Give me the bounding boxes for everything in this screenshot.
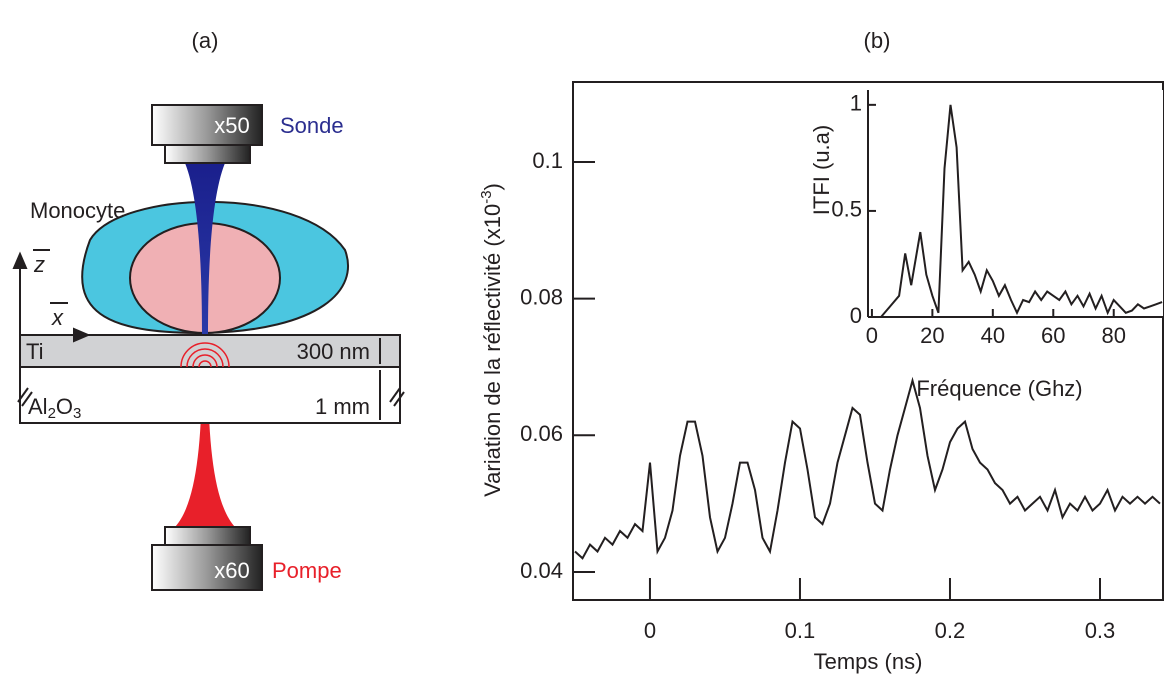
- x-tick-label: 40: [981, 323, 1005, 348]
- superscript: -3: [478, 190, 495, 203]
- x-tick-label: 80: [1101, 323, 1125, 348]
- y-tick-label: 0: [850, 303, 862, 328]
- text: O: [56, 394, 73, 419]
- magnification: x60: [214, 558, 249, 583]
- panel-label: (a): [192, 28, 219, 53]
- y-tick-label: 0.1: [532, 148, 563, 173]
- acoustic-waves: [180, 342, 230, 368]
- y-tick-label: 0.5: [831, 197, 862, 222]
- objective: [164, 526, 251, 546]
- y-axis-label: ITFI (u.a): [809, 125, 834, 215]
- x-tick-label: 0: [644, 618, 656, 643]
- subscript: 3: [73, 405, 81, 422]
- thickness-label: 1 mm: [315, 394, 370, 419]
- ti-layer: [19, 334, 401, 368]
- data-line: [574, 376, 1161, 560]
- x-axis-label: Fréquence (Ghz): [916, 376, 1082, 401]
- probe-beam: [185, 163, 225, 335]
- magnification: x50: [214, 113, 249, 138]
- layer-label: Al2O3: [28, 394, 81, 422]
- pump-label: Pompe: [272, 558, 342, 583]
- x-tick-label: 0.3: [1085, 618, 1116, 643]
- inset-background: [868, 90, 1163, 317]
- x-tick-label: 60: [1041, 323, 1065, 348]
- y-tick-label: 0.04: [520, 558, 563, 583]
- y-tick-label: 1: [850, 91, 862, 116]
- pump-beam: [175, 367, 235, 527]
- axis-name: x: [51, 305, 64, 330]
- thickness-label: 300 nm: [297, 339, 370, 364]
- text: ): [480, 183, 505, 190]
- substrate: [19, 366, 401, 424]
- x-tick-label: 0.1: [785, 618, 816, 643]
- x-tick-label: 20: [920, 323, 944, 348]
- x-axis-label: Temps (ns): [814, 649, 923, 674]
- plot-frame: [572, 81, 1164, 601]
- setup-diagram: x50 Sonde x60 Pompe Monocyte z x Ti 300 …: [12, 104, 405, 591]
- x-tick-label: 0: [866, 323, 878, 348]
- y-axis-label: Variation de la réflectivité (x10-3): [478, 183, 505, 497]
- y-tick-label: 0.08: [520, 284, 563, 309]
- layer-label: Ti: [26, 339, 44, 364]
- axes-arrows: [12, 249, 405, 420]
- probe-label: Sonde: [280, 113, 344, 138]
- cell-label: Monocyte: [30, 198, 125, 223]
- panel-label: (b): [864, 28, 891, 53]
- x-tick-label: 0.2: [935, 618, 966, 643]
- objective: [164, 144, 251, 164]
- y-tick-label: 0.06: [520, 421, 563, 446]
- text: Al: [28, 394, 48, 419]
- data-line: [880, 104, 1163, 318]
- text: Variation de la réflectivité (x10: [480, 204, 505, 497]
- objective: [151, 544, 263, 591]
- subscript: 2: [48, 405, 56, 422]
- axis-name: z: [33, 252, 45, 277]
